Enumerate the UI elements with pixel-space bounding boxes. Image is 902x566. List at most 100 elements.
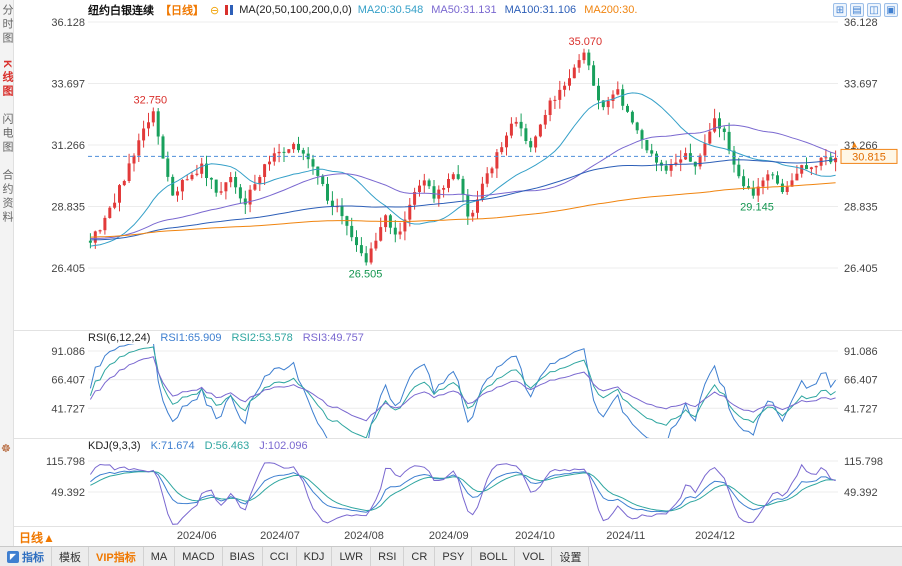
rsi-values: RSI1:65.909 RSI2:53.578 RSI3:49.757 <box>160 332 373 344</box>
toolbar-tab-设置[interactable]: 设置 <box>552 547 590 566</box>
rsi-chart[interactable]: 91.086 91.086 66.407 66.407 41.727 41.727 <box>14 344 902 438</box>
toolbar-tab-KDJ[interactable]: KDJ <box>297 547 333 566</box>
toolbar-tab-MA[interactable]: MA <box>144 547 176 566</box>
svg-text:66.407: 66.407 <box>844 375 878 387</box>
date-label: 2024/07 <box>260 530 300 542</box>
date-label: 2024/09 <box>428 530 469 542</box>
svg-text:115.798: 115.798 <box>844 456 883 468</box>
rsi-label[interactable]: RSI(6,12,24) <box>88 332 151 344</box>
kdj-value: K:71.674 <box>150 440 195 452</box>
toolbar-tab-指标[interactable]: ◤ 指标 <box>0 547 52 566</box>
kdj-value: D:56.463 <box>204 440 250 452</box>
svg-text:33.697: 33.697 <box>844 79 878 91</box>
svg-text:115.798: 115.798 <box>46 456 85 468</box>
chart-area: 纽约白银连续 【日线】 ⊖ MA(20,50,100,200,0,0) MA20:… <box>14 0 902 546</box>
svg-text:26.405: 26.405 <box>51 263 85 275</box>
toolbar-tab-BIAS[interactable]: BIAS <box>223 547 263 566</box>
svg-text:35.070: 35.070 <box>568 36 602 48</box>
toolbar-tab-VIP指标[interactable]: VIP指标 <box>89 547 144 566</box>
svg-text:36.128: 36.128 <box>51 17 85 29</box>
layout-icon-3[interactable]: ◫ <box>867 3 881 17</box>
instrument-title: 纽约白银连续 <box>88 5 154 17</box>
layout-icon-1[interactable]: ⊞ <box>833 3 847 17</box>
date-label: 2024/11 <box>606 530 646 542</box>
kdj-lines <box>89 462 836 525</box>
toolbar-tab-MACD[interactable]: MACD <box>175 547 223 566</box>
toolbar-tab-PSY[interactable]: PSY <box>435 547 473 566</box>
rsi-lines <box>89 344 837 438</box>
toolbar-tab-VOL[interactable]: VOL <box>515 547 553 566</box>
svg-text:26.405: 26.405 <box>844 263 878 275</box>
date-label: 2024/06 <box>176 530 217 542</box>
svg-text:29.145: 29.145 <box>740 202 774 214</box>
rsi-value: RSI1:65.909 <box>160 332 222 344</box>
panel-divider <box>14 526 902 527</box>
toolbar-tab-BOLL[interactable]: BOLL <box>472 547 516 566</box>
rsi-value: RSI2:53.578 <box>231 332 293 344</box>
candle-style-icon <box>225 5 234 15</box>
sidebar-item-合约资料[interactable]: 合约资料 <box>1 168 13 225</box>
toolbar-tab-RSI[interactable]: RSI <box>371 547 405 566</box>
ma-value: MA50:31.131 <box>431 4 497 16</box>
layout-icon-2[interactable]: ▤ <box>850 3 864 17</box>
panel-divider <box>14 330 902 331</box>
date-label: 2024/10 <box>515 530 555 542</box>
kdj-chart[interactable]: 115.798 115.798 49.392 49.392 <box>14 452 902 526</box>
grid-lines <box>88 21 838 269</box>
kdj-label[interactable]: KDJ(9,3,3) <box>88 440 141 452</box>
grid-lines <box>88 350 838 409</box>
grid-lines <box>88 460 838 493</box>
panel-divider <box>14 438 902 439</box>
left-sidebar: 分时图 K线图闪电图合约资料 <box>0 0 14 546</box>
candles-layer <box>88 48 838 266</box>
window-layout-icons: ⊞ ▤ ◫ ▣ <box>833 3 898 17</box>
time-axis: 日线▲ 2024/06 2024/07 2024/08 2024/09 2024/10 2… <box>14 526 902 546</box>
ma-values: MA20:30.548 MA50:31.131 MA100:31.106 MA200:… <box>358 4 646 16</box>
svg-text:41.727: 41.727 <box>51 403 85 415</box>
svg-text:41.727: 41.727 <box>844 403 878 415</box>
svg-text:91.086: 91.086 <box>51 346 85 358</box>
sidebar-item-闪电图[interactable]: 闪电图 <box>1 112 13 155</box>
layout-icon-4[interactable]: ▣ <box>884 3 898 17</box>
sidebar-item-K线图[interactable]: K线图 <box>1 60 13 99</box>
period-selector[interactable]: 日线▲ <box>19 531 55 545</box>
toolbar-tab-模板[interactable]: 模板 <box>52 547 89 566</box>
svg-text:49.392: 49.392 <box>844 487 878 499</box>
period-tag: 【日线】 <box>160 5 204 17</box>
settings-gear-icon[interactable]: ☸ <box>1 443 11 455</box>
svg-text:49.392: 49.392 <box>51 487 85 499</box>
svg-text:33.697: 33.697 <box>51 79 85 91</box>
kdj-value: J:102.096 <box>259 440 308 452</box>
ma-lines <box>90 92 836 247</box>
ma-value: MA20:30.548 <box>357 4 424 16</box>
indicator-tab-icon: ◤ <box>7 550 19 563</box>
svg-text:66.407: 66.407 <box>51 375 85 387</box>
toolbar-tab-LWR[interactable]: LWR <box>332 547 372 566</box>
date-label: 2024/12 <box>695 530 735 542</box>
svg-text:26.505: 26.505 <box>349 269 383 281</box>
ma-settings-label[interactable]: MA(20,50,100,200,0,0) <box>239 4 352 16</box>
svg-text:36.128: 36.128 <box>844 17 878 29</box>
kdj-header-row: KDJ(9,3,3) K:71.674 D:56.463 J:102.096 <box>14 439 902 453</box>
axis-labels: 91.086 91.086 66.407 66.407 41.727 41.727 <box>51 346 877 415</box>
svg-text:30.815: 30.815 <box>852 151 886 163</box>
chart-header: 纽约白银连续 【日线】 ⊖ MA(20,50,100,200,0,0) MA20:… <box>14 0 902 20</box>
sidebar-item-分时图[interactable]: 分时图 <box>1 4 13 46</box>
date-label: 2024/08 <box>344 530 384 542</box>
toolbar-tab-CR[interactable]: CR <box>404 547 436 566</box>
toolbar-tab-CCI[interactable]: CCI <box>263 547 297 566</box>
svg-text:31.266: 31.266 <box>51 140 85 152</box>
axis-labels: 115.798 115.798 49.392 49.392 <box>46 456 883 499</box>
kdj-values: K:71.674 D:56.463 J:102.096 <box>151 440 318 452</box>
bottom-toolbar: ◤ 指标 模板 VIP指标 MA MACD BIAS CCI KDJ LWR RSI CR PSY BOL… <box>0 546 902 566</box>
svg-text:32.750: 32.750 <box>133 95 167 107</box>
rsi-header-row: RSI(6,12,24) RSI1:65.909 RSI2:53.578 RSI3:4… <box>14 331 902 345</box>
svg-text:28.835: 28.835 <box>844 202 878 214</box>
rsi-value: RSI3:49.757 <box>302 332 364 344</box>
collapse-circle-icon[interactable]: ⊖ <box>210 4 220 17</box>
price-annotations: 32.750 35.070 26.505 29.145 <box>133 36 773 281</box>
svg-text:28.835: 28.835 <box>51 202 85 214</box>
